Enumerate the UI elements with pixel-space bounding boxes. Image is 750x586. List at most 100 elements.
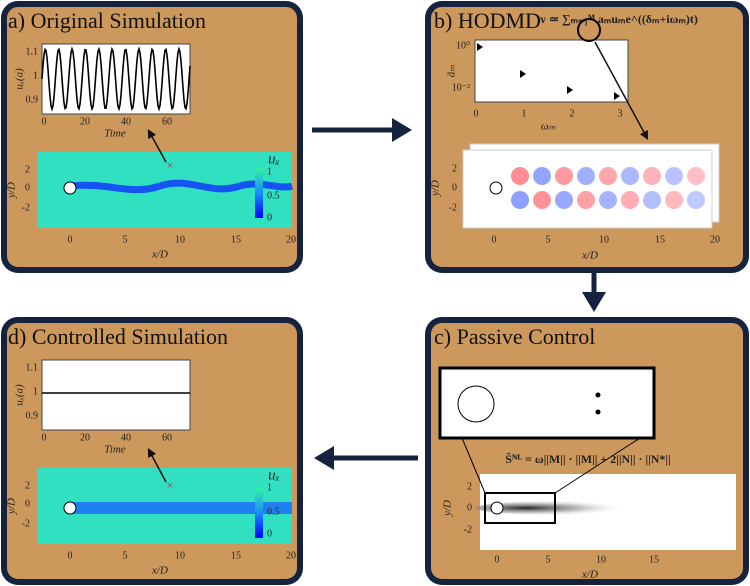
spectrum-markers <box>477 43 620 100</box>
cylinder <box>489 181 503 195</box>
y-tick-label: -2 <box>22 202 30 213</box>
y-tick-label: 2 <box>25 164 30 175</box>
y-tick-label: 0 <box>267 528 272 539</box>
x-axis-label: Time <box>104 444 126 456</box>
control-rod <box>595 409 601 415</box>
y-tick-label: 0 <box>25 182 30 193</box>
x-tick-label: 20 <box>710 234 720 245</box>
y-tick-label: 10⁻² <box>452 82 470 93</box>
y-tick-label: 0.9 <box>26 94 39 105</box>
mode-lobe <box>533 167 551 185</box>
x-tick-label: 15 <box>655 234 665 245</box>
mode-lobe <box>599 191 617 209</box>
mode-lobe <box>687 191 705 209</box>
probe-arrow <box>147 129 167 163</box>
x-tick-label: 15 <box>231 234 241 245</box>
mode-lobe <box>621 191 639 209</box>
mode-lobe <box>577 167 595 185</box>
x-tick-label: 20 <box>80 432 90 443</box>
y-axis-label: uₓ(a) <box>14 68 26 90</box>
x-tick-label: 5 <box>123 234 128 245</box>
y-tick-label: 10⁰ <box>456 40 470 51</box>
x-tick-label: 40 <box>121 432 131 443</box>
x-tick-label: 5 <box>546 234 551 245</box>
y-tick-label: 2 <box>25 480 30 491</box>
wake <box>69 179 294 194</box>
mode-lobe <box>555 167 573 185</box>
sensitivity <box>475 501 645 515</box>
y-tick-label: 0 <box>267 212 272 223</box>
x-tick-label: 60 <box>162 432 172 443</box>
x-tick-label: 2 <box>570 108 575 119</box>
panel-title: b) HODMD <box>434 8 541 33</box>
x-tick-label: 15 <box>649 554 659 565</box>
panel-title: a) Original Simulation <box>8 8 206 33</box>
x-tick-label: 3 <box>618 108 623 119</box>
mode-lobe <box>687 167 705 185</box>
y-axis-label: ãₘ <box>446 65 458 78</box>
x-tick-label: 60 <box>162 116 172 127</box>
x-tick-label: 1 <box>522 108 527 119</box>
x-tick-label: 15 <box>231 550 241 561</box>
colorbar <box>255 488 263 538</box>
x-tick-label: 5 <box>123 550 128 561</box>
mode-lobe <box>643 191 661 209</box>
x-tick-label: 5 <box>546 554 551 565</box>
x-tick-label: 0 <box>68 550 73 561</box>
control-rod <box>595 392 601 398</box>
x-tick-label: 20 <box>286 550 296 561</box>
y-tick-label: 0 <box>25 498 30 509</box>
y-tick-label: 0.9 <box>26 410 39 421</box>
x-axis-label: x/D <box>151 249 168 261</box>
colorbar-label: uₓ <box>268 467 280 483</box>
cylinder <box>63 181 77 195</box>
x-tick-label: 10 <box>596 554 606 565</box>
zoom-line <box>554 437 641 494</box>
zoom-box <box>484 492 556 524</box>
colorbar-label: uₓ <box>268 151 280 167</box>
x-tick-label: 40 <box>121 116 131 127</box>
mode-lobe <box>511 167 529 185</box>
y-axis-label: uₓ(a) <box>14 384 26 406</box>
cylinder <box>490 501 504 515</box>
y-axis-label: y/D <box>430 180 442 197</box>
y-tick-label: 1 <box>267 166 272 177</box>
x-axis-label: Time <box>104 128 126 140</box>
y-tick-label: 0.5 <box>267 506 280 517</box>
mode-lobe <box>577 191 595 209</box>
signal <box>41 46 191 112</box>
y-axis-label: y/D <box>6 498 18 515</box>
x-tick-label: 0 <box>495 554 500 565</box>
x-axis-label: x/D <box>151 565 168 577</box>
probe: × <box>167 158 174 172</box>
x-axis-label: ωₘ <box>541 121 556 133</box>
y-tick-label: 0 <box>452 182 457 193</box>
y-axis-label: y/D <box>442 500 454 517</box>
y-axis-label: y/D <box>6 182 18 199</box>
panel-title: d) Controlled Simulation <box>8 324 228 349</box>
y-tick-label: 1 <box>267 482 272 493</box>
y-tick-label: 1 <box>33 70 38 81</box>
x-tick-label: 0 <box>68 234 73 245</box>
mode-lobe <box>665 167 683 185</box>
flow-arrows <box>312 118 606 470</box>
mode-lobe <box>555 191 573 209</box>
x-axis-label: x/D <box>581 569 598 581</box>
mode-lobe <box>599 167 617 185</box>
panel-title: c) Passive Control <box>434 324 595 349</box>
mode-structures <box>511 167 705 209</box>
equation: v ≃ ∑ₘ₌₁ᴹ aₘuₘe^((δₘ+iωₘ)t) <box>540 12 698 26</box>
y-tick-label: -2 <box>464 524 472 535</box>
y-tick-label: 1.1 <box>26 362 39 373</box>
mode-lobe <box>643 167 661 185</box>
y-tick-label: 1.1 <box>26 46 39 57</box>
colorbar <box>255 168 263 218</box>
x-axis-label: x/D <box>581 250 598 262</box>
y-tick-label: 0 <box>467 502 472 513</box>
inset-plot <box>474 39 629 103</box>
x-tick-label: 10 <box>599 234 609 245</box>
mode-arrow <box>594 41 649 140</box>
probe: × <box>167 478 174 492</box>
cylinder <box>457 385 495 423</box>
